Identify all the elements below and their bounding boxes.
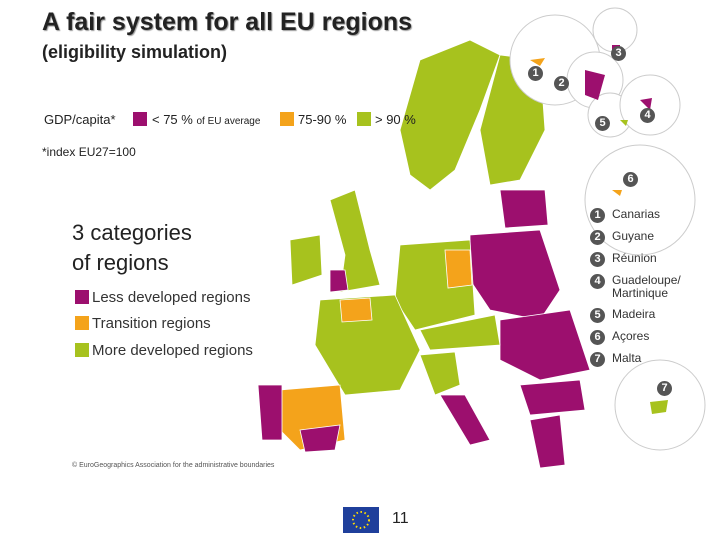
category-label: More developed regions — [92, 342, 253, 359]
map-number: 2 — [554, 76, 569, 91]
legend-swatch — [133, 112, 147, 126]
inset — [584, 144, 696, 256]
region — [257, 384, 283, 441]
region — [399, 39, 501, 191]
list-number: 4 — [590, 274, 605, 289]
flag-field — [343, 507, 379, 533]
eu-flag — [343, 507, 379, 533]
map-number: 4 — [640, 108, 655, 123]
region — [329, 269, 349, 293]
legend-label: 75-90 % — [298, 112, 347, 127]
subtitle: (eligibility simulation) — [42, 42, 228, 62]
region — [529, 414, 566, 469]
region — [585, 70, 605, 100]
title: A fair system for all EU regions — [42, 8, 413, 36]
region — [612, 190, 622, 196]
region — [530, 58, 545, 66]
list-label: Canarias — [612, 207, 661, 221]
region — [299, 424, 341, 453]
list-label: Malta — [612, 351, 642, 365]
map-number: 3 — [611, 46, 626, 61]
region — [339, 297, 373, 323]
region — [640, 98, 652, 110]
list-label: Guyane — [612, 229, 655, 243]
list-number: 5 — [590, 308, 605, 323]
legend-swatch — [357, 112, 371, 126]
category-swatch — [75, 343, 89, 357]
page-number: 11 — [392, 510, 409, 527]
note: *index EU27=100 — [42, 145, 136, 159]
legend-detail: of EU average — [196, 116, 261, 127]
legend-label: > 90 % — [375, 112, 416, 127]
region — [419, 314, 501, 351]
heading: 3 categories of regions — [72, 218, 192, 278]
region — [519, 379, 586, 416]
list-number: 6 — [590, 330, 605, 345]
heading-line: 3 categories — [72, 220, 192, 245]
region — [314, 294, 421, 396]
region — [469, 229, 561, 321]
region — [419, 351, 461, 396]
region — [444, 249, 473, 289]
list-number: 2 — [590, 230, 605, 245]
category-label: Less developed regions — [92, 289, 251, 306]
flag-stars — [352, 511, 370, 529]
legend-entry: < 75 % of EU average — [152, 112, 260, 127]
category-swatch — [75, 290, 89, 304]
regions — [257, 39, 591, 469]
list-number: 3 — [590, 252, 605, 267]
heading-line: of regions — [72, 250, 169, 275]
list-number: 1 — [590, 208, 605, 223]
region — [499, 309, 591, 381]
list-number: 7 — [590, 352, 605, 367]
region — [329, 189, 381, 293]
list-label: Açores — [612, 329, 650, 343]
map-number: 1 — [528, 66, 543, 81]
region — [650, 400, 668, 414]
map-number: 6 — [623, 172, 638, 187]
copyright: © EuroGeographics Association for the ad… — [72, 462, 275, 469]
list-label: Madeira — [612, 307, 656, 321]
category-label: Transition regions — [92, 315, 211, 332]
list-label: Réunion — [612, 251, 657, 265]
region — [289, 234, 323, 286]
legend-title: GDP/capita* — [44, 112, 116, 127]
region — [620, 120, 628, 126]
legend-swatch — [280, 112, 294, 126]
map-number: 5 — [595, 116, 610, 131]
category-swatch — [75, 316, 89, 330]
list-label: Guadeloupe/ Martinique — [612, 273, 681, 300]
legend-label: < 75 % — [152, 112, 193, 127]
region — [439, 394, 491, 446]
region — [499, 189, 549, 229]
map-number: 7 — [657, 381, 672, 396]
